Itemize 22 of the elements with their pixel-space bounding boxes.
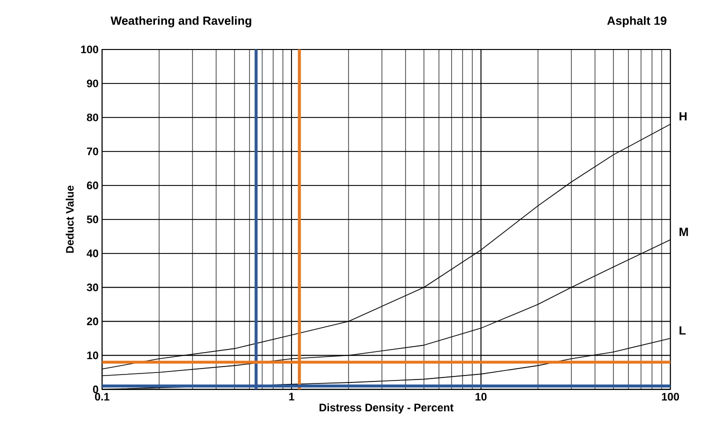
y-tick-label: 80 <box>86 114 98 122</box>
y-tick-label: 90 <box>86 80 98 88</box>
y-tick-label: 30 <box>86 284 98 292</box>
y-tick-label: 10 <box>87 352 98 360</box>
x-tick-label: 1 <box>289 392 294 400</box>
chart-title: Weathering and Raveling <box>110 16 252 28</box>
series-label: M <box>680 228 688 236</box>
x-tick-label: 0.1 <box>95 393 110 401</box>
series-label: L <box>680 326 686 335</box>
x-axis-title: Distress Density - Percent <box>320 404 454 414</box>
y-tick-label: 20 <box>86 318 98 326</box>
chart-subtitle: Asphalt 19 <box>607 16 666 28</box>
y-tick-label: 70 <box>87 148 98 156</box>
series-label: H <box>680 112 687 120</box>
x-tick-label: 10 <box>476 393 487 401</box>
y-tick-label: 50 <box>86 216 98 224</box>
y-axis-title: Deduct Value <box>66 186 74 253</box>
y-tick-label: 40 <box>86 250 98 258</box>
y-tick-label: 100 <box>81 46 98 54</box>
x-tick-label: 100 <box>662 393 679 401</box>
y-tick-label: 0 <box>93 386 98 394</box>
y-tick-label: 60 <box>86 182 98 190</box>
